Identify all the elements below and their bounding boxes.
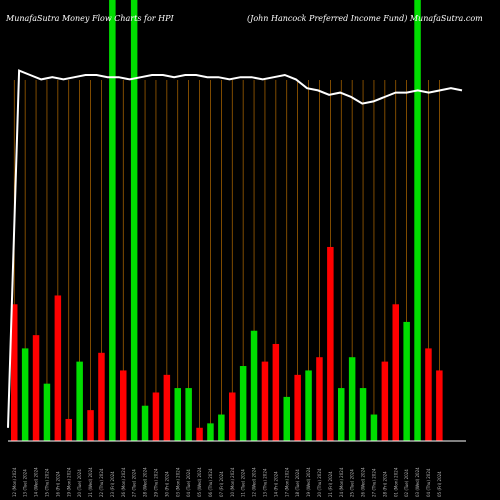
x-tick-label: 25 (Tue) 2024 — [350, 469, 355, 497]
bar — [316, 357, 323, 441]
x-tick-label: 14 (Wed) 2024 — [34, 467, 39, 497]
bar — [283, 396, 290, 441]
x-tick-label: 07 (Fri) 2024 — [219, 471, 224, 497]
x-tick-label: 18 (Tue) 2024 — [295, 469, 300, 497]
bar — [239, 366, 247, 441]
bar — [76, 361, 83, 441]
x-tick-label: 05 (Wed) 2024 — [197, 467, 202, 497]
x-tick-label: 21 (Fri) 2024 — [328, 471, 333, 497]
bar — [120, 370, 127, 441]
bar — [436, 370, 443, 441]
bar — [141, 405, 149, 441]
x-tick-label: 29 (Thu) 2024 — [154, 468, 159, 497]
x-tick-label: 15 (Thu) 2024 — [45, 468, 50, 497]
bar — [11, 304, 18, 441]
x-tick-label: 21 (Wed) 2024 — [88, 467, 93, 497]
x-tick-label: 26 (Wed) 2024 — [361, 467, 366, 497]
x-tick-label: 14 (Fri) 2024 — [273, 471, 278, 497]
x-tick-label: 10 (Mon) 2024 — [230, 467, 235, 497]
bar — [218, 414, 225, 441]
bar — [294, 374, 301, 441]
x-tick-label: 23 (Fri) 2024 — [110, 471, 115, 497]
x-tick-label: 28 (Fri) 2024 — [382, 471, 387, 497]
bar — [32, 335, 40, 441]
bar — [87, 410, 94, 441]
x-tick-label: 27 (Tue) 2024 — [132, 469, 137, 497]
bar — [43, 383, 51, 441]
x-tick-label: 30 (Fri) 2024 — [164, 471, 169, 497]
bar — [54, 295, 62, 441]
x-tick-label: 19 (Mon) 2024 — [66, 467, 71, 497]
bar — [196, 427, 203, 441]
x-tick-label: 28 (Wed) 2024 — [143, 467, 148, 497]
bar — [414, 0, 421, 441]
bar — [130, 0, 138, 441]
header-left: MunafaSutra Money Flow Charts for HPI — [5, 14, 174, 23]
bar — [65, 418, 72, 441]
x-tick-label: 03 (Wed) 2024 — [415, 467, 420, 497]
bar — [403, 321, 410, 441]
x-tick-label: 26 (Mon) 2024 — [121, 467, 126, 497]
x-tick-label: 12 (Wed) 2024 — [252, 467, 257, 497]
x-tick-label: 13 (Thu) 2024 — [263, 468, 268, 497]
x-tick-labels: 12 (Mon) 2024 13 (Tue) 2024 14 (Wed) 2024 1… — [12, 467, 442, 497]
bar — [381, 361, 389, 441]
bar — [250, 330, 258, 441]
x-tick-label: 20 (Thu) 2024 — [317, 468, 322, 497]
bar — [163, 374, 171, 441]
bar — [392, 304, 399, 441]
price-line — [7, 69, 463, 428]
x-tick-label: 20 (Tue) 2024 — [77, 469, 82, 497]
bar — [174, 388, 181, 441]
bar — [425, 348, 432, 441]
bar — [359, 388, 367, 441]
x-tick-label: 22 (Thu) 2024 — [99, 468, 104, 497]
x-tick-label: 24 (Mon) 2024 — [339, 467, 344, 497]
bar — [207, 423, 214, 441]
bar — [109, 0, 116, 441]
x-tick-label: 04 (Thu) 2024 — [426, 468, 431, 497]
bar — [370, 414, 378, 441]
bar — [261, 361, 269, 441]
bar-series — [11, 0, 443, 441]
bar — [348, 357, 356, 441]
x-tick-label: 13 (Tue) 2024 — [23, 469, 28, 497]
x-tick-label: 17 (Mon) 2024 — [284, 467, 289, 497]
x-tick-label: 05 (Fri) 2024 — [437, 471, 442, 497]
bar — [338, 388, 345, 441]
header-right: (John Hancock Preferred Income Fund) Mun… — [247, 14, 483, 23]
bar — [327, 246, 334, 441]
line-series — [7, 69, 463, 428]
bar — [21, 348, 29, 441]
x-tick-label: 11 (Tue) 2024 — [241, 469, 246, 497]
x-tick-label: 04 (Tue) 2024 — [186, 469, 191, 497]
x-tick-label: 03 (Mon) 2024 — [175, 467, 180, 497]
x-tick-label: 06 (Thu) 2024 — [208, 468, 213, 497]
x-tick-label: 02 (Tue) 2024 — [404, 469, 409, 497]
x-tick-label: 01 (Mon) 2024 — [393, 467, 398, 497]
x-tick-label: 19 (Wed) 2024 — [306, 467, 311, 497]
bar — [98, 352, 105, 441]
bar — [229, 392, 236, 441]
x-tick-label: 27 (Thu) 2024 — [371, 468, 376, 497]
x-tick-label: 12 (Mon) 2024 — [12, 467, 17, 497]
bar — [185, 388, 192, 441]
bar — [272, 343, 280, 441]
bar — [305, 370, 312, 441]
bar — [152, 392, 160, 441]
x-tick-label: 16 (Fri) 2024 — [55, 471, 60, 497]
